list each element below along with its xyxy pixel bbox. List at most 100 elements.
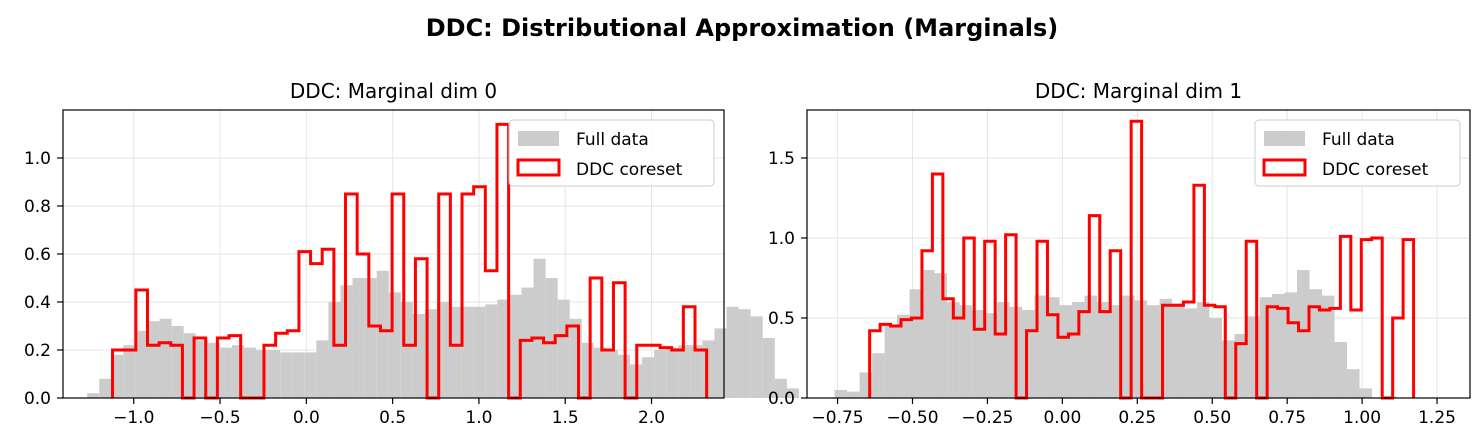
full-data-bar (545, 278, 558, 398)
full-data-bar (1172, 303, 1185, 398)
full-data-bar (449, 306, 462, 398)
y-tick-label: 0.0 (24, 389, 51, 409)
full-data-bar (642, 357, 655, 398)
legend: Full data DDC coreset (508, 119, 715, 187)
full-data-bar (1147, 305, 1160, 398)
full-data-bar (219, 347, 232, 398)
y-tick-label: 0.8 (24, 197, 51, 217)
coreset-steps (868, 119, 1416, 400)
full-data-bar (834, 390, 848, 398)
full-data-bar (509, 294, 522, 398)
full-data-bar (147, 321, 160, 398)
full-data-bar (292, 352, 305, 398)
full-data-bar (99, 378, 112, 398)
x-tick-label: 0.50 (1193, 408, 1231, 428)
y-tick-label: 0.0 (768, 389, 795, 409)
x-tick-label: 0.25 (1118, 408, 1156, 428)
full-data-bar (123, 345, 136, 398)
full-data-bar (714, 328, 727, 398)
full-data-bar (1084, 295, 1098, 398)
full-data-bar (750, 316, 763, 398)
full-data-bar (666, 347, 679, 398)
full-data-bar (934, 273, 948, 398)
legend-label-coreset: DDC coreset (576, 160, 683, 180)
axes: −1.0 −0.5 0.0 0.5 1.0 1.5 2.0 0.0 0.2 0.4 0.6 0.8 1.… (24, 109, 725, 428)
y-tick-label: 0.6 (24, 245, 51, 265)
full-data-bar (268, 350, 281, 398)
full-data-bar (897, 314, 910, 398)
legend-swatch-full-data (1264, 131, 1305, 146)
x-tick-label: −1.0 (113, 408, 154, 428)
full-data-bar (972, 310, 985, 398)
full-data-bar (1272, 294, 1285, 398)
y-tick-label: 1.0 (768, 229, 795, 249)
full-data-bar (497, 299, 510, 398)
full-data-bar (774, 378, 787, 398)
x-tick-label: 0.00 (1043, 408, 1081, 428)
full-data-bar (1234, 334, 1248, 398)
full-data-bar (1097, 302, 1110, 398)
full-data-bar (738, 309, 751, 398)
full-data-bar (1122, 295, 1135, 398)
axes: −0.75 −0.50 −0.25 0.00 0.25 0.50 0.75 1.00 1.25 0… (768, 109, 1471, 428)
x-tick-label: 1.0 (465, 408, 492, 428)
full-data-bar (1072, 302, 1085, 398)
full-data-bar (922, 270, 935, 398)
full-data-bar (376, 270, 389, 398)
full-data-bar (678, 345, 691, 398)
full-data-bar (909, 289, 923, 398)
x-tick-label: 2.0 (638, 408, 665, 428)
full-data-bar (87, 393, 100, 398)
full-data-bar (581, 342, 594, 398)
full-data-bar (654, 350, 667, 398)
x-tick-label: 0.0 (293, 408, 320, 428)
full-data-bar (256, 350, 269, 398)
full-data-bar (231, 345, 244, 398)
y-tick-label: 0.2 (24, 341, 51, 361)
panel-marginal-dim-0: DDC: Marginal dim 0 −1.0 −0.5 0.0 0.5 1.0 1.5… (24, 79, 799, 428)
x-tick-label: 0.5 (379, 408, 406, 428)
x-tick-label: −0.50 (886, 408, 938, 428)
legend-label-coreset: DDC coreset (1322, 160, 1429, 180)
full-data-bar (159, 318, 172, 398)
full-data-bar (304, 352, 317, 398)
full-data-bar (243, 347, 257, 398)
x-tick-label: −0.5 (199, 408, 240, 428)
legend-label-full-data: Full data (1322, 130, 1395, 150)
full-data-bar (959, 305, 973, 398)
x-tick-label: 1.00 (1343, 408, 1381, 428)
full-data-bar (884, 324, 898, 398)
full-data-bar (762, 338, 775, 398)
full-data-bar (111, 354, 124, 398)
legend: Full data DDC coreset (1254, 119, 1461, 187)
full-data-bar (1297, 270, 1310, 398)
full-data-bar (461, 306, 474, 398)
x-tick-label: 1.25 (1418, 408, 1456, 428)
y-tick-label: 0.5 (768, 309, 795, 329)
full-data-bar (352, 278, 365, 398)
y-tick-label: 0.4 (24, 293, 51, 313)
x-tick-label: −0.75 (812, 408, 864, 428)
full-data-bar (280, 352, 293, 398)
y-tick-label: 1.5 (768, 149, 795, 169)
coreset-step-line (868, 119, 1416, 400)
full-data-bar (316, 340, 329, 398)
full-data-bar (1022, 310, 1035, 398)
full-data-bar (786, 388, 799, 398)
full-data-bar (1209, 318, 1223, 398)
full-data-bar (1309, 289, 1323, 398)
legend-swatch-coreset (1262, 158, 1307, 177)
y-tick-label: 1.0 (24, 149, 51, 169)
full-data-bar (947, 302, 960, 398)
x-tick-label: −0.25 (961, 408, 1013, 428)
full-data-bar (1347, 369, 1360, 398)
full-data-bar (521, 287, 534, 398)
axes-frame (806, 109, 1471, 399)
full-data-bar (485, 304, 498, 398)
panel-title: DDC: Marginal dim 0 (290, 79, 497, 103)
full-data-bar (605, 350, 618, 398)
full-data-bar (533, 258, 546, 398)
full-data-bar (593, 347, 606, 398)
x-tick-label: 0.75 (1268, 408, 1306, 428)
full-data-bar (1047, 297, 1060, 398)
